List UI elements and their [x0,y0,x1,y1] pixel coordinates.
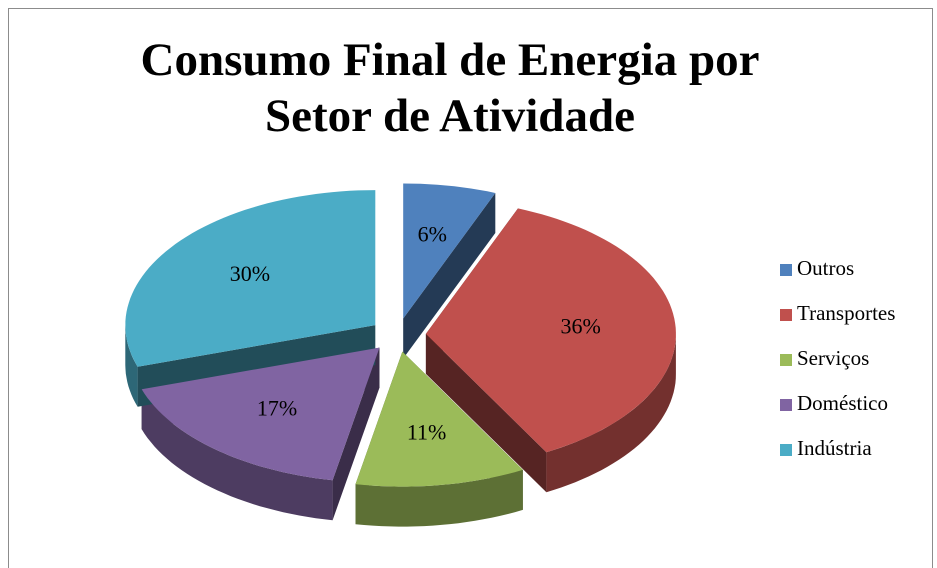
slice [125,190,376,367]
legend-swatch [780,309,792,321]
data-label: 11% [407,419,447,444]
slice [403,183,496,319]
slice [355,351,523,487]
slice-side [141,389,333,521]
slice-cut-face [403,193,496,359]
legend-label: Outros [797,256,854,280]
legend-label: Transportes [797,301,895,325]
data-label: 30% [230,261,270,286]
slice-side [546,333,676,493]
legend-label: Indústria [797,436,872,460]
chart-title: Consumo Final de Energia por Setor de At… [140,34,760,142]
data-label: 6% [418,221,447,246]
legend-label: Serviços [797,346,869,370]
chart-border [8,8,933,568]
data-label: 17% [257,395,297,420]
legend-label: Doméstico [797,391,888,415]
legend-swatch [780,264,792,276]
data-label: 36% [560,314,600,339]
slice [141,347,380,481]
slice-cut-face [425,333,547,493]
slice-cut-face [332,347,380,521]
slice-side [125,325,138,407]
legend-swatch [780,444,792,456]
legend-swatch [780,354,792,366]
legend-swatch [780,399,792,411]
slice [425,208,676,453]
slice-side [355,469,523,527]
